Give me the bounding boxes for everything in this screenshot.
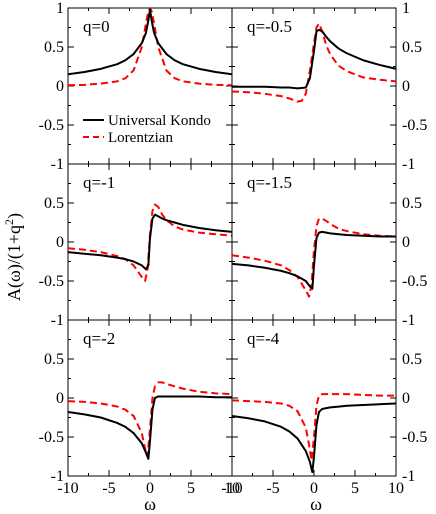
series-universal-kondo (68, 213, 232, 271)
x-tick-label: -10 (221, 480, 242, 497)
y-tick-label: -0.5 (39, 117, 64, 134)
panel-label: q=-2 (83, 329, 115, 348)
x-tick-label: 0 (310, 480, 318, 497)
y-tick-label: 0.5 (44, 39, 64, 56)
x-tick-label: -10 (57, 480, 78, 497)
y-tick-label: -1 (402, 468, 415, 485)
y-axis-label-sup: 2 (2, 219, 16, 225)
y-tick-label: 0.5 (402, 39, 422, 56)
y-tick-label: -0.5 (402, 273, 427, 290)
panel-3: 0.5 0 -0.5 -1 q=-1 (39, 163, 233, 329)
y-axis-label: A(ω)/(1+q2) (2, 213, 25, 301)
y-axis-label-main: A(ω)/(1+q (4, 225, 25, 301)
panel-label: q=-4 (247, 329, 280, 348)
series-lorentzian (232, 393, 396, 462)
panel-6: 0.5 0 -0.5 -1 -10 -5 0 5 10 q=-4 (221, 319, 427, 497)
series-lorentzian (232, 217, 396, 298)
y-tick-label: 0.5 (44, 351, 64, 368)
panel-label: q=-1.5 (247, 173, 292, 192)
series-universal-kondo (68, 8, 232, 76)
y-tick-label: 0 (56, 78, 64, 95)
x-tick-label: 10 (388, 480, 404, 497)
y-tick-label: -1 (402, 156, 415, 173)
y-tick-label: 0 (402, 78, 410, 95)
x-tick-label: 10 (224, 480, 240, 497)
y-axis-label-tail: ) (4, 213, 25, 219)
y-tick-label: 1 (402, 0, 410, 17)
panel-4: 0.5 0 -0.5 -1 q=-1.5 (231, 163, 427, 329)
y-tick-label: 0.5 (44, 195, 64, 212)
panel-2: 1 0.5 0 -0.5 -1 q=-0.5 (231, 0, 427, 173)
legend-label: Universal Kondo (108, 113, 211, 129)
y-tick-label: 0 (56, 390, 64, 407)
y-tick-label: -0.5 (39, 429, 64, 446)
y-tick-label: -0.5 (39, 273, 64, 290)
x-tick-label: -5 (266, 480, 279, 497)
y-tick-label: -1 (51, 468, 64, 485)
series-universal-kondo (232, 28, 396, 90)
y-tick-label: 0 (402, 234, 410, 251)
series-universal-kondo (68, 395, 232, 460)
y-tick-label: -1 (51, 156, 64, 173)
legend-label: Lorentzian (108, 130, 173, 146)
series-lorentzian (68, 8, 232, 87)
x-tick-label: -5 (102, 480, 115, 497)
panel-label: q=-0.5 (247, 17, 292, 36)
y-tick-label: 0 (402, 390, 410, 407)
x-tick-label: 5 (351, 480, 359, 497)
y-tick-label: -1 (402, 312, 415, 329)
x-axis-label-left: ω (144, 494, 156, 514)
y-tick-label: -0.5 (402, 429, 427, 446)
y-tick-label: 0 (56, 234, 64, 251)
y-tick-label: -0.5 (402, 117, 427, 134)
panel-5: 0.50-0.5-1-10 -5 0 5 10q=-2 (39, 319, 240, 497)
series-universal-kondo (232, 402, 396, 474)
x-tick-label: 5 (187, 480, 195, 497)
panel-label: q=-1 (83, 173, 115, 192)
y-tick-label: 0.5 (402, 351, 422, 368)
x-axis-label-right: ω (310, 494, 322, 514)
panel-label: q=0 (83, 17, 110, 36)
x-tick-label: 0 (146, 480, 154, 497)
y-tick-label: 0.5 (402, 195, 422, 212)
series-universal-kondo (232, 230, 396, 290)
y-tick-label: 1 (56, 0, 64, 17)
y-tick-label: -1 (51, 312, 64, 329)
